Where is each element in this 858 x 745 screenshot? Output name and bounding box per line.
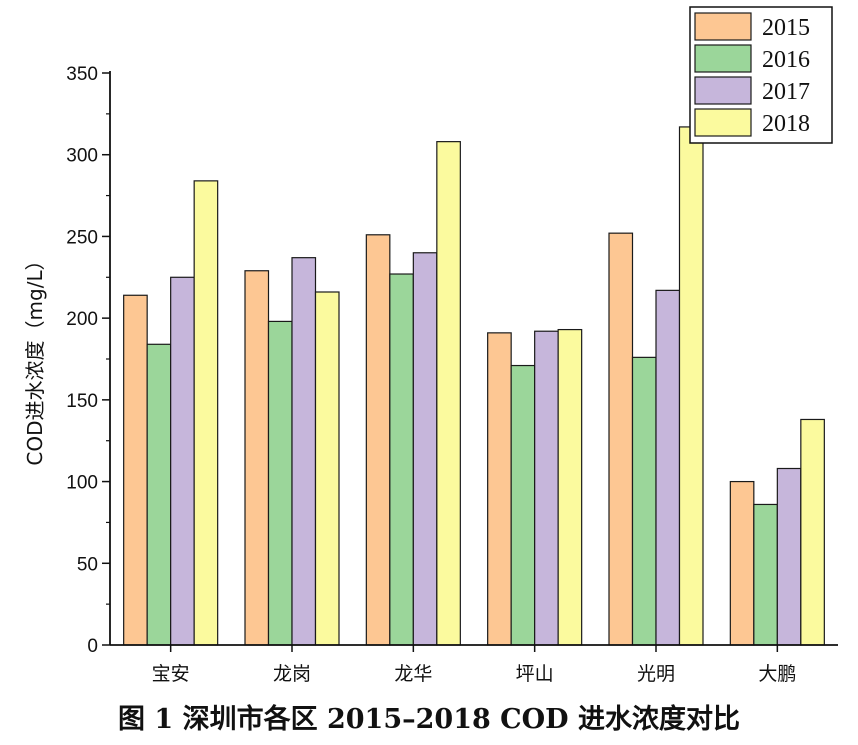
- bar-2018-2: [436, 141, 461, 646]
- legend-swatch-2016: [694, 44, 752, 73]
- legend-label-2018: 2018: [762, 111, 810, 137]
- legend-label-2015: 2015: [762, 15, 810, 41]
- legend-swatch-2017: [694, 76, 752, 105]
- bar-2016-5: [753, 503, 778, 646]
- y-tick-label: 300: [66, 146, 98, 167]
- bar-2015-3: [487, 332, 512, 646]
- bar-2016-2: [389, 273, 414, 646]
- legend-label-2016: 2016: [762, 47, 810, 73]
- y-tick-label: 250: [66, 227, 98, 248]
- bar-2017-5: [776, 467, 802, 646]
- x-tick-label: 光明: [637, 663, 675, 685]
- x-tick-label: 大鹏: [758, 663, 796, 685]
- bar-2018-4: [678, 126, 704, 646]
- bar-2016-1: [267, 320, 293, 646]
- bar-2018-5: [800, 418, 825, 646]
- y-tick-label: 100: [66, 473, 98, 494]
- x-tick-label: 坪山: [516, 663, 554, 685]
- legend-swatch-2015: [694, 12, 752, 41]
- x-tick-label: 宝安: [152, 663, 190, 685]
- bar-2015-2: [365, 234, 391, 646]
- bar-2016-3: [510, 364, 536, 646]
- y-tick-label: 350: [66, 64, 98, 85]
- bar-2018-1: [314, 291, 340, 646]
- bar-2017-2: [412, 252, 438, 646]
- y-tick-label: 0: [87, 636, 98, 657]
- bar-2018-0: [193, 180, 219, 646]
- bar-chart: 宝安 龙岗 龙华 坪山 光明 大鹏 0 50 100 150 200 250 300 350 2015 201…: [23, 6, 838, 685]
- x-tick-label: 龙岗: [273, 663, 311, 685]
- bar-2015-0: [123, 294, 148, 646]
- y-tick-label: 50: [77, 554, 98, 575]
- x-tick-label: 龙华: [394, 663, 432, 685]
- figure-caption: 图 1 深圳市各区 2015–2018 COD 进水浓度对比: [117, 704, 740, 735]
- bar-2017-3: [534, 330, 559, 646]
- bar-2015-4: [608, 232, 634, 646]
- y-axis-label: COD进水浓度（mg/L）: [23, 250, 47, 465]
- bar-2017-1: [291, 257, 317, 646]
- bar-2015-5: [729, 480, 755, 646]
- y-tick-label: 200: [66, 309, 98, 330]
- bar-2016-4: [631, 356, 657, 646]
- bar-2017-4: [655, 289, 681, 646]
- plot-area: 宝安 龙岗 龙华 坪山 光明 大鹏 0 50 100 150 200 250 300 350 2015 201…: [66, 6, 838, 685]
- bar-2017-0: [170, 276, 195, 646]
- bar-2018-3: [557, 328, 583, 646]
- legend-swatch-2018: [694, 108, 752, 137]
- legend-label-2017: 2017: [762, 79, 810, 105]
- y-tick-label: 150: [66, 391, 98, 412]
- bar-2016-0: [146, 343, 172, 646]
- bar-2015-1: [244, 270, 270, 646]
